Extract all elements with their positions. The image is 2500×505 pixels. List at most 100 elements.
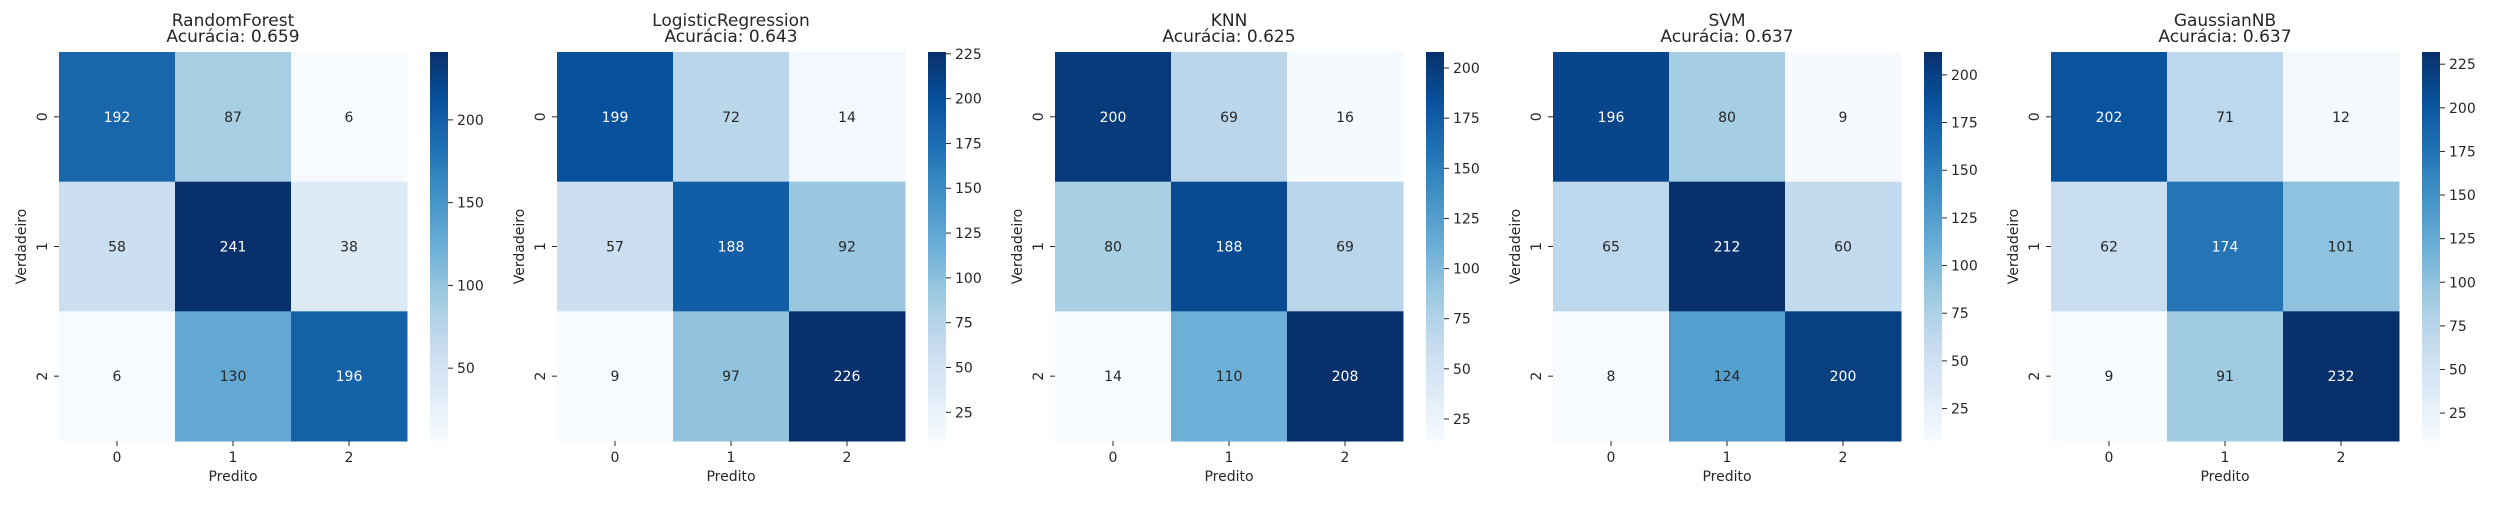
cell-value-label: 241 — [220, 240, 247, 256]
x-tick-label: 1 — [2221, 450, 2230, 466]
cell-value-label: 110 — [1216, 369, 1243, 385]
heatmap-cell — [2051, 52, 2168, 183]
colorbar-tick-label: 200 — [457, 113, 484, 129]
cell-value-label: 192 — [104, 110, 131, 126]
colorbar-tick-label: 150 — [2449, 188, 2476, 204]
heatmap-cell — [1055, 52, 1172, 183]
cell-value-label: 130 — [220, 369, 247, 385]
colorbar-tick-label: 175 — [955, 136, 982, 152]
cell-value-label: 202 — [2096, 110, 2123, 126]
colorbar — [928, 52, 946, 441]
colorbar-tick-label: 25 — [1951, 402, 1969, 418]
y-tick-label: 1 — [35, 242, 51, 251]
x-tick-label: 1 — [229, 450, 238, 466]
x-tick-label: 0 — [1109, 450, 1118, 466]
colorbar-tick-label: 25 — [955, 405, 973, 421]
colorbar-tick-label: 50 — [1453, 362, 1471, 378]
colorbar — [430, 52, 448, 441]
cell-value-label: 232 — [2328, 369, 2355, 385]
colorbar-tick-label: 150 — [457, 196, 484, 212]
heatmap-cell — [1669, 52, 1786, 183]
heatmap-cell — [789, 181, 906, 312]
colorbar-tick-label: 175 — [1951, 116, 1978, 132]
heatmap-cell — [291, 52, 408, 183]
x-axis-label: Predito — [706, 469, 755, 485]
chart-title: GaussianNB — [2174, 11, 2276, 31]
cell-value-label: 69 — [1220, 110, 1238, 126]
heatmap-cell — [1785, 181, 1902, 312]
y-tick-label: 2 — [1031, 372, 1047, 381]
x-tick-label: 2 — [345, 450, 354, 466]
colorbar-tick-label: 175 — [1453, 111, 1480, 127]
colorbar-tick-label: 100 — [457, 278, 484, 294]
cell-value-label: 9 — [1839, 110, 1848, 126]
heatmap-cell — [2283, 311, 2400, 442]
colorbar-tick-label: 25 — [1453, 412, 1471, 428]
chart-subtitle: Acurácia: 0.637 — [2158, 27, 2291, 47]
colorbar-tick-label: 125 — [2449, 232, 2476, 248]
chart-title: KNN — [1211, 11, 1248, 31]
cell-value-label: 14 — [838, 110, 856, 126]
heatmap-cell — [2283, 181, 2400, 312]
y-axis-label: Verdadeiro — [1010, 209, 1026, 284]
heatmap-cell — [2051, 181, 2168, 312]
cell-value-label: 6 — [345, 110, 354, 126]
x-tick-label: 0 — [113, 450, 122, 466]
colorbar-tick-label: 225 — [955, 47, 982, 63]
x-tick-label: 1 — [727, 450, 736, 466]
cell-value-label: 9 — [2105, 369, 2114, 385]
cell-value-label: 16 — [1336, 110, 1354, 126]
cell-value-label: 212 — [1714, 240, 1741, 256]
heatmap-cell — [2283, 52, 2400, 183]
y-tick-label: 2 — [35, 372, 51, 381]
cell-value-label: 60 — [1834, 240, 1852, 256]
cell-value-label: 12 — [2332, 110, 2350, 126]
cell-value-label: 124 — [1714, 369, 1741, 385]
colorbar-tick-label: 225 — [2449, 57, 2476, 73]
cell-value-label: 87 — [224, 110, 242, 126]
cell-value-label: 226 — [834, 369, 861, 385]
heatmap-cell — [673, 311, 790, 442]
cell-value-label: 58 — [108, 240, 126, 256]
colorbar — [2422, 52, 2440, 441]
cell-value-label: 57 — [606, 240, 624, 256]
colorbar-tick-label: 125 — [1453, 211, 1480, 227]
colorbar — [1426, 52, 1444, 441]
y-tick-label: 0 — [2027, 112, 2043, 121]
colorbar-tick-label: 100 — [1951, 259, 1978, 275]
colorbar-tick-label: 50 — [1951, 354, 1969, 370]
colorbar-tick-label: 50 — [457, 361, 475, 377]
chart-title: RandomForest — [172, 11, 295, 31]
y-tick-label: 2 — [533, 372, 549, 381]
heatmap-cell — [1553, 52, 1670, 183]
colorbar — [1924, 52, 1942, 441]
cell-value-label: 71 — [2216, 110, 2234, 126]
heatmap-cell — [2167, 181, 2284, 312]
x-tick-label: 0 — [611, 450, 620, 466]
colorbar-tick-label: 125 — [955, 226, 982, 242]
heatmap-cell — [1287, 52, 1404, 183]
cell-value-label: 174 — [2212, 240, 2239, 256]
x-tick-label: 1 — [1723, 450, 1732, 466]
cell-value-label: 62 — [2100, 240, 2118, 256]
heatmap-cell — [175, 311, 292, 442]
y-tick-label: 0 — [1529, 112, 1545, 121]
colorbar-tick-label: 200 — [1453, 61, 1480, 77]
x-tick-label: 2 — [1839, 450, 1848, 466]
cell-value-label: 200 — [1830, 369, 1857, 385]
y-axis-label: Verdadeiro — [1508, 209, 1524, 284]
x-axis-label: Predito — [2200, 469, 2249, 485]
y-tick-label: 0 — [35, 112, 51, 121]
chart-subtitle: Acurácia: 0.659 — [166, 27, 299, 47]
heatmap-cell — [291, 181, 408, 312]
chart-subtitle: Acurácia: 0.625 — [1162, 27, 1295, 47]
colorbar-tick-label: 100 — [955, 271, 982, 287]
x-axis-label: Predito — [208, 469, 257, 485]
heatmap-cell — [175, 181, 292, 312]
y-axis-label: Verdadeiro — [512, 209, 528, 284]
